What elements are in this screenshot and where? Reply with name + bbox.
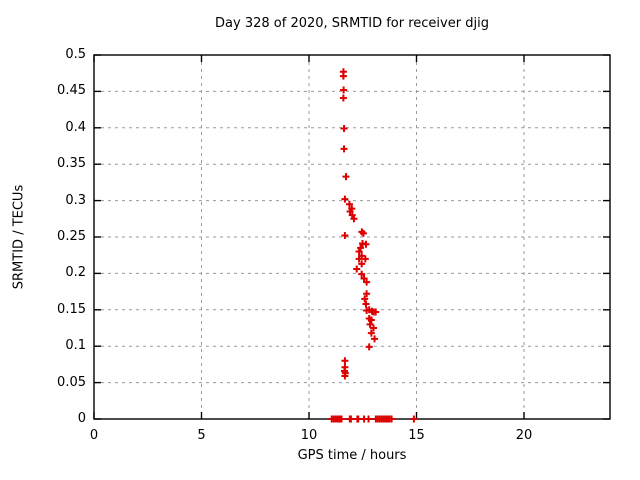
data-point-marker: [362, 300, 370, 308]
data-point-marker: [372, 308, 380, 316]
y-tick-label: 0.4: [65, 119, 86, 135]
data-point-marker: [367, 329, 375, 337]
data-point-marker: [359, 229, 367, 237]
y-tick-label: 0.2: [65, 265, 86, 281]
chart-title: Day 328 of 2020, SRMTID for receiver dji…: [215, 16, 489, 31]
y-tick-label: 0.1: [65, 338, 86, 354]
x-axis-label: GPS time / hours: [297, 448, 407, 463]
zero-value-marker: [410, 415, 418, 423]
zero-value-marker: [337, 415, 345, 423]
data-point-marker: [341, 372, 349, 380]
data-point-marker: [365, 343, 373, 351]
data-point-marker: [367, 316, 375, 324]
y-tick-label: 0.5: [65, 47, 86, 62]
data-point-marker: [362, 240, 370, 248]
y-tick-label: 0.35: [57, 156, 86, 172]
data-point-marker: [340, 145, 348, 153]
x-tick-label: 15: [408, 428, 425, 443]
data-point-marker: [360, 274, 368, 282]
data-point-marker: [348, 211, 356, 219]
data-point-marker: [341, 195, 349, 203]
data-point-marker: [361, 295, 369, 303]
x-tick-label: 10: [300, 428, 318, 443]
x-tick-label: 5: [197, 428, 206, 443]
zero-value-marker: [388, 415, 396, 423]
data-point-marker: [363, 290, 371, 298]
data-point-marker: [350, 215, 358, 223]
data-point-marker: [341, 357, 349, 365]
data-point-marker: [370, 324, 377, 332]
data-point-marker: [339, 94, 347, 102]
data-point-marker: [361, 255, 369, 263]
data-point-marker: [363, 278, 371, 286]
data-point-marker: [353, 265, 361, 273]
zero-value-marker: [347, 415, 355, 423]
data-point-marker: [339, 72, 347, 80]
data-point-marker: [346, 208, 354, 216]
data-point-marker: [355, 255, 363, 263]
y-tick-label: 0.05: [57, 374, 86, 390]
data-point-marker: [342, 173, 350, 181]
x-tick-label: 0: [89, 428, 99, 443]
data-point-marker: [371, 335, 379, 343]
x-tick-label: 20: [515, 428, 533, 443]
y-tick-label: 0.25: [57, 229, 86, 244]
data-point-marker: [358, 270, 366, 278]
data-point-marker: [355, 248, 363, 256]
y-tick-label: 0.15: [57, 301, 86, 317]
data-point-marker: [366, 320, 374, 328]
data-point-marker: [357, 244, 365, 252]
y-tick-label: 0.45: [57, 83, 86, 99]
zero-value-marker: [365, 415, 373, 423]
data-point-marker: [340, 86, 348, 94]
y-tick-label: 0: [77, 411, 86, 426]
data-point-marker: [340, 125, 348, 133]
data-point-marker: [341, 232, 349, 240]
data-point-marker: [345, 200, 353, 208]
y-tick-label: 0.3: [65, 192, 86, 208]
data-point-marker: [358, 260, 366, 268]
